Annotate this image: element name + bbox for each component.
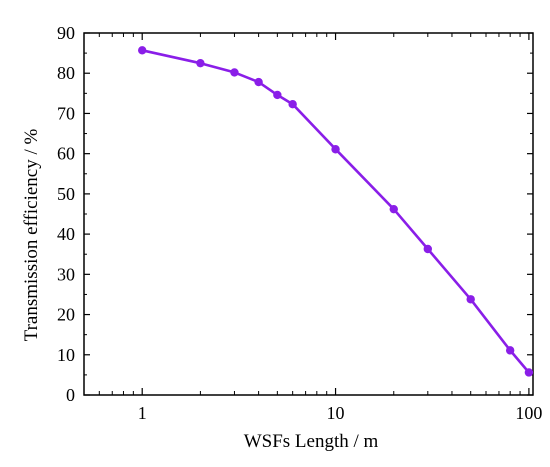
y-tick-label: 90	[57, 23, 75, 43]
x-tick-label: 1	[138, 403, 147, 423]
data-point	[331, 145, 340, 154]
data-point	[230, 68, 239, 77]
y-tick-label: 80	[57, 63, 75, 83]
y-tick-label: 10	[57, 345, 75, 365]
data-point	[196, 58, 205, 68]
y-tick-label: 70	[57, 103, 75, 123]
data-point	[288, 99, 297, 109]
data-point	[254, 77, 263, 87]
y-axis-title: Transmission efficiency / %	[21, 128, 42, 341]
plot-area: 0 10 20 30 40 50 60 70 80 90 1 10 100	[57, 23, 542, 423]
y-tick-label: 40	[57, 224, 75, 244]
series-line	[141, 49, 530, 374]
plot-frame	[83, 32, 534, 396]
x-tick-label: 100	[515, 403, 542, 423]
data-point	[273, 90, 282, 100]
data-point	[138, 46, 147, 55]
data-point	[466, 295, 475, 304]
y-tick-label: 0	[66, 385, 75, 405]
y-tick-label: 30	[57, 264, 75, 284]
data-point	[389, 204, 398, 214]
y-tick-label: 50	[57, 184, 75, 204]
data-point	[524, 368, 534, 377]
x-tick-label: 10	[327, 403, 345, 423]
data-point	[505, 346, 515, 355]
y-tick-label: 20	[57, 305, 75, 325]
x-axis-title: WSFs Length / m	[244, 431, 379, 452]
data-point	[423, 244, 433, 254]
y-tick-label: 60	[57, 144, 75, 164]
